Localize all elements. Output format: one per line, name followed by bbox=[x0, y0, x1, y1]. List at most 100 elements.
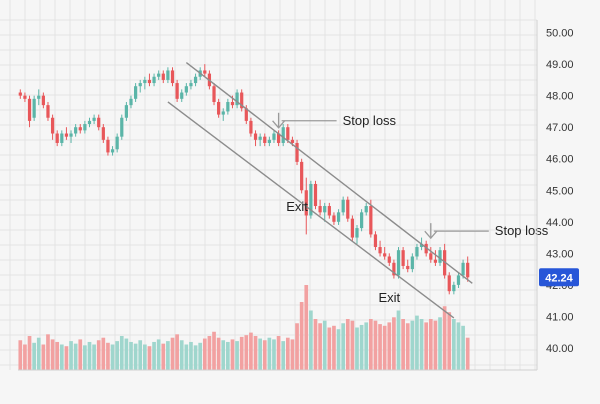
volume-bar bbox=[23, 344, 27, 370]
candle-body bbox=[253, 133, 258, 140]
candle-body bbox=[396, 250, 401, 276]
candle-body bbox=[133, 86, 138, 99]
candle-body bbox=[143, 79, 147, 84]
candle-body bbox=[350, 218, 355, 238]
candle bbox=[55, 130, 59, 147]
candle-body bbox=[281, 127, 285, 143]
candle bbox=[46, 101, 50, 121]
candle-body bbox=[87, 120, 92, 125]
candle-body bbox=[166, 70, 170, 80]
candle bbox=[350, 215, 355, 241]
volume-bar bbox=[55, 341, 60, 370]
volume-bar bbox=[92, 344, 96, 370]
candle-body bbox=[433, 259, 438, 263]
candle bbox=[359, 209, 364, 232]
volume-bar bbox=[392, 317, 396, 370]
volume-bar bbox=[87, 341, 92, 370]
candle bbox=[217, 98, 221, 118]
volume-bar bbox=[456, 322, 461, 370]
candle bbox=[115, 133, 119, 153]
candle-body bbox=[346, 199, 350, 219]
candle-body bbox=[387, 256, 391, 263]
candle-body bbox=[180, 92, 184, 99]
candle bbox=[78, 124, 82, 134]
candle-body bbox=[101, 127, 105, 140]
candle-body bbox=[373, 234, 378, 248]
candle-body bbox=[258, 136, 262, 140]
volume-bar bbox=[433, 320, 438, 370]
volume-bar bbox=[364, 322, 369, 370]
volume-bar bbox=[59, 344, 64, 370]
candle-body bbox=[152, 76, 156, 84]
candle bbox=[258, 133, 262, 147]
candle bbox=[369, 199, 373, 238]
candle-body bbox=[217, 101, 221, 115]
candle bbox=[180, 89, 184, 102]
candle bbox=[157, 70, 161, 80]
volume-bar bbox=[249, 332, 253, 370]
candle-body bbox=[415, 247, 419, 257]
candle bbox=[32, 95, 36, 121]
volume-bar bbox=[106, 342, 110, 370]
volume-bar bbox=[138, 340, 143, 370]
volume-bar bbox=[309, 310, 313, 370]
candle bbox=[286, 124, 290, 143]
volume-bar bbox=[27, 336, 32, 370]
volume-bar bbox=[272, 339, 276, 370]
volume-bar bbox=[452, 319, 456, 370]
volume-bar bbox=[170, 337, 175, 370]
candle bbox=[300, 158, 304, 194]
volume-bar bbox=[73, 343, 78, 370]
volume-bar bbox=[281, 341, 286, 370]
candle-body bbox=[249, 120, 253, 134]
candle-body bbox=[203, 70, 207, 74]
candle bbox=[364, 202, 368, 216]
candle bbox=[253, 130, 258, 147]
price-axis: 40.0041.0042.0043.0044.0045.0046.0047.00… bbox=[546, 28, 574, 355]
candle-body bbox=[157, 73, 161, 77]
candle-body bbox=[235, 92, 239, 106]
candle bbox=[101, 124, 105, 143]
candle-body bbox=[304, 190, 308, 216]
candle bbox=[346, 196, 350, 222]
candle-body bbox=[46, 105, 50, 118]
candle bbox=[424, 240, 428, 257]
candle bbox=[37, 89, 41, 106]
candle bbox=[438, 247, 442, 266]
candle bbox=[221, 108, 225, 121]
candle bbox=[466, 256, 470, 282]
candle-body bbox=[309, 183, 313, 216]
volume-bar bbox=[359, 324, 364, 370]
volume-bar bbox=[239, 336, 244, 370]
candle bbox=[18, 89, 22, 99]
volume-bar bbox=[198, 342, 203, 370]
candle bbox=[23, 92, 27, 102]
price-axis-tick-label: 40.00 bbox=[546, 343, 574, 355]
volume-bar bbox=[415, 315, 419, 370]
candle bbox=[309, 180, 313, 219]
volume-bar bbox=[179, 340, 184, 370]
candle-body bbox=[147, 79, 152, 84]
current-price-tag-label: 42.24 bbox=[545, 272, 573, 284]
candle-body bbox=[295, 142, 299, 162]
candle bbox=[161, 70, 165, 84]
volume-bar bbox=[465, 337, 470, 370]
candle bbox=[106, 136, 110, 156]
volume-bar bbox=[332, 325, 336, 370]
price-axis-tick-label: 46.00 bbox=[546, 154, 574, 166]
candle-body bbox=[438, 250, 442, 263]
candle bbox=[50, 114, 55, 140]
candle bbox=[143, 76, 147, 90]
candle bbox=[133, 83, 138, 102]
candle-body bbox=[74, 127, 78, 134]
exit-label: Exit bbox=[378, 290, 400, 305]
candle-body bbox=[272, 133, 276, 140]
volume-bar bbox=[345, 319, 350, 370]
candle-body bbox=[124, 105, 129, 118]
candle-body bbox=[78, 127, 82, 131]
volume-bar bbox=[424, 322, 429, 370]
volume-bar bbox=[438, 317, 442, 370]
price-axis-tick-label: 49.00 bbox=[546, 59, 574, 71]
candle bbox=[175, 79, 179, 102]
candle-body bbox=[332, 215, 336, 222]
